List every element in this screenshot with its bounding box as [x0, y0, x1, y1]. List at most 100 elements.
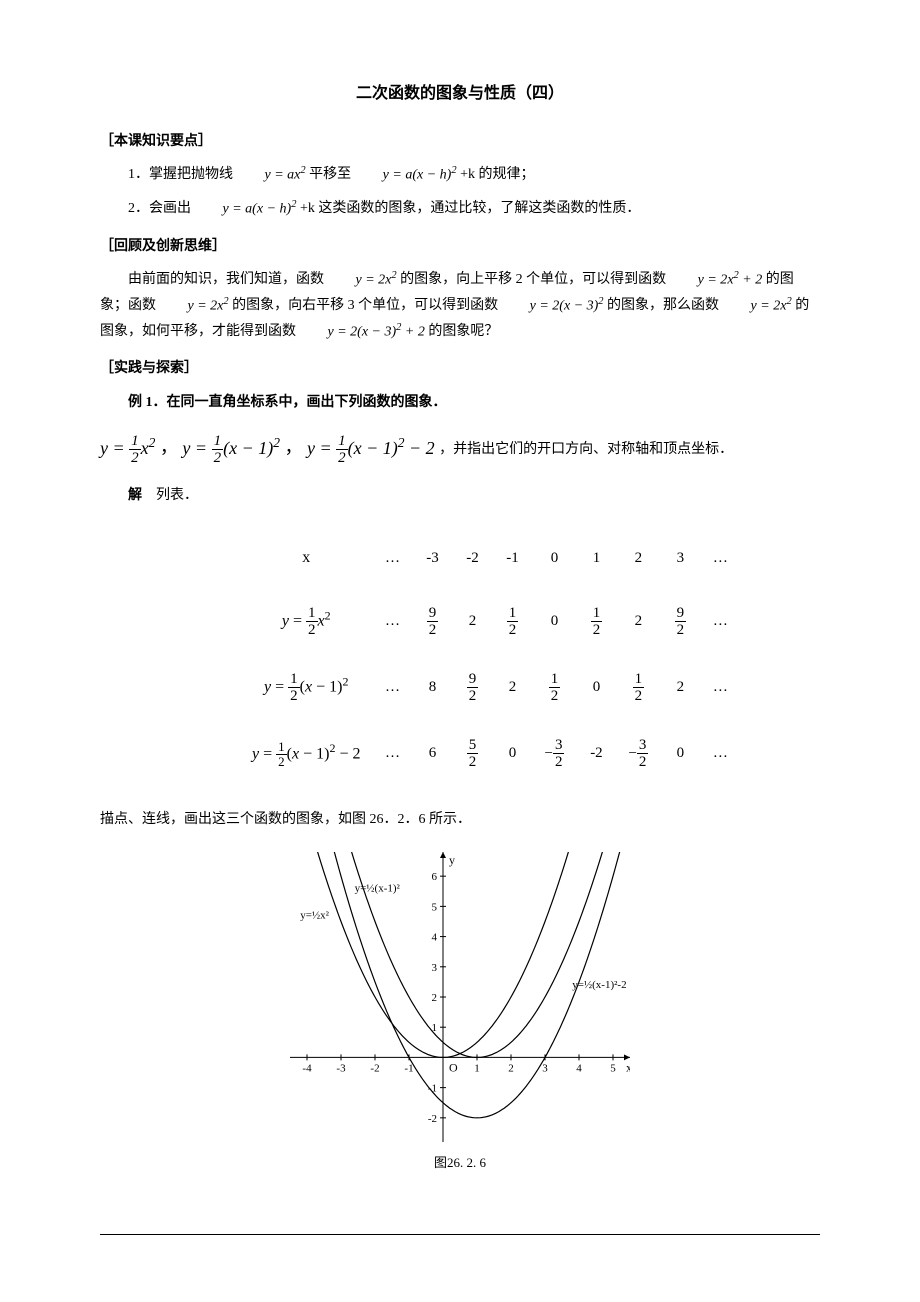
table-cell: …	[700, 589, 740, 655]
formula: y = a(x − h)2	[195, 196, 297, 222]
svg-text:2: 2	[432, 992, 438, 1004]
value-table: x…-3-2-10123…y = 12x2…92212012292…y = 12…	[240, 528, 820, 787]
table-cell: 2	[616, 589, 660, 655]
table-cell: -1	[492, 528, 532, 589]
table-cell: …	[700, 528, 740, 589]
formula: y = 2x2	[723, 293, 792, 319]
text: 的图象，向右平移 3 个单位，可以得到函数	[232, 298, 498, 313]
formula: y = 2x2	[160, 293, 229, 319]
svg-text:-3: -3	[336, 1062, 346, 1074]
table-cell: −32	[532, 721, 576, 787]
formula-y1: y = 12x2	[100, 431, 155, 467]
table-cell: …	[700, 721, 740, 787]
table-cell: -3	[412, 528, 452, 589]
svg-text:x: x	[626, 1060, 630, 1074]
formula: y = 2x2	[328, 267, 397, 293]
section-header-3: ［实践与探索］	[100, 356, 820, 381]
formula-y3: y = 12(x − 1)2 − 2	[307, 431, 435, 467]
parabola-chart: -4-3-2-112345-2-1123456Oxyy=½x²y=½(x-1)²…	[100, 852, 820, 1175]
text: 的图象，那么函数	[607, 298, 719, 313]
formula-y2: y = 12(x − 1)2	[182, 431, 280, 467]
table-cell: 92	[412, 589, 452, 655]
text: 由前面的知识，我们知道，函数	[128, 272, 324, 287]
table-cell: 2	[452, 589, 492, 655]
formula: y = 2(x − 3)2	[502, 293, 604, 319]
table-cell: 2	[616, 528, 660, 589]
table-cell: 52	[452, 721, 492, 787]
table-cell: 12	[532, 655, 576, 721]
table-cell: …	[372, 721, 412, 787]
text: 列表．	[156, 488, 198, 503]
svg-text:5: 5	[610, 1062, 616, 1074]
svg-text:y=½(x-1)²-2: y=½(x-1)²-2	[572, 979, 626, 991]
text: +k 这类函数的图象，通过比较，了解这类函数的性质．	[300, 201, 640, 216]
svg-text:-4: -4	[302, 1062, 312, 1074]
table-row: y = 12(x − 1)2 − 2…6520−32-2−320…	[240, 721, 740, 787]
table-cell: 2	[660, 655, 700, 721]
table-cell: −32	[616, 721, 660, 787]
table-cell: 1	[576, 528, 616, 589]
svg-text:1: 1	[432, 1022, 438, 1034]
svg-text:3: 3	[432, 962, 438, 974]
svg-text:-2: -2	[370, 1062, 379, 1074]
solve-label: 解	[128, 488, 142, 503]
table-cell: 92	[452, 655, 492, 721]
svg-text:3: 3	[542, 1062, 548, 1074]
table-cell: 0	[576, 655, 616, 721]
svg-text:6: 6	[432, 871, 438, 883]
table-row-label: y = 12x2	[240, 589, 372, 655]
table-cell: …	[700, 655, 740, 721]
formula: y = ax2	[237, 162, 306, 188]
svg-text:y=½x²: y=½x²	[300, 909, 329, 921]
table-cell: 12	[492, 589, 532, 655]
formula: y = a(x − h)2	[355, 162, 457, 188]
table-cell: 3	[660, 528, 700, 589]
section-header-2: ［回顾及创新思维］	[100, 234, 820, 259]
text: +k 的规律；	[460, 167, 534, 182]
svg-text:-2: -2	[428, 1113, 437, 1125]
table-cell: 2	[492, 655, 532, 721]
svg-text:2: 2	[508, 1062, 514, 1074]
table-cell: 92	[660, 589, 700, 655]
formula-list: y = 12x2 ， y = 12(x − 1)2 ， y = 12(x − 1…	[100, 431, 820, 467]
svg-text:1: 1	[474, 1062, 480, 1074]
table-row-label: y = 12(x − 1)2	[240, 655, 372, 721]
section-header-1: ［本课知识要点］	[100, 129, 820, 154]
table-cell: -2	[576, 721, 616, 787]
text: 2．会画出	[128, 201, 191, 216]
table-cell: …	[372, 528, 412, 589]
table-cell: 8	[412, 655, 452, 721]
svg-text:5: 5	[432, 901, 438, 913]
svg-text:O: O	[449, 1060, 458, 1074]
text: 平移至	[309, 167, 351, 182]
table-row: y = 12x2…92212012292…	[240, 589, 740, 655]
table-header-x: x	[240, 528, 372, 589]
text: 例 1．在同一直角坐标系中，画出下列函数的图象．	[128, 395, 447, 410]
formula: y = 2x2 + 2	[670, 267, 763, 293]
text: ，并指出它们的开口方向、对称轴和顶点坐标．	[439, 442, 733, 457]
point-2: 2．会画出 y = a(x − h)2 +k 这类函数的图象，通过比较，了解这类…	[100, 196, 820, 222]
svg-text:y=½(x-1)²: y=½(x-1)²	[355, 882, 401, 894]
table-row-label: y = 12(x − 1)2 − 2	[240, 721, 372, 787]
table-row: y = 12(x − 1)2…8922120122…	[240, 655, 740, 721]
table-cell: …	[372, 655, 412, 721]
text: 1．掌握把抛物线	[128, 167, 233, 182]
svg-text:4: 4	[576, 1062, 582, 1074]
table-cell: 0	[532, 528, 576, 589]
text: 的图象，向上平移 2 个单位，可以得到函数	[400, 272, 666, 287]
table-cell: 12	[616, 655, 660, 721]
point-1: 1．掌握把抛物线 y = ax2 平移至 y = a(x − h)2 +k 的规…	[100, 162, 820, 188]
table-cell: 0	[532, 589, 576, 655]
chart-caption: 图26. 2. 6	[100, 1151, 820, 1174]
page-title: 二次函数的图象与性质（四）	[100, 80, 820, 109]
text: 的图象呢？	[428, 324, 498, 339]
table-cell: 6	[412, 721, 452, 787]
table-cell: …	[372, 589, 412, 655]
example-1: 例 1．在同一直角坐标系中，画出下列函数的图象．	[100, 390, 820, 415]
table-cell: -2	[452, 528, 492, 589]
table-cell: 0	[492, 721, 532, 787]
svg-text:4: 4	[432, 931, 438, 943]
solution: 解 列表．	[100, 483, 820, 508]
svg-text:-1: -1	[404, 1062, 413, 1074]
footer-divider	[100, 1234, 820, 1235]
